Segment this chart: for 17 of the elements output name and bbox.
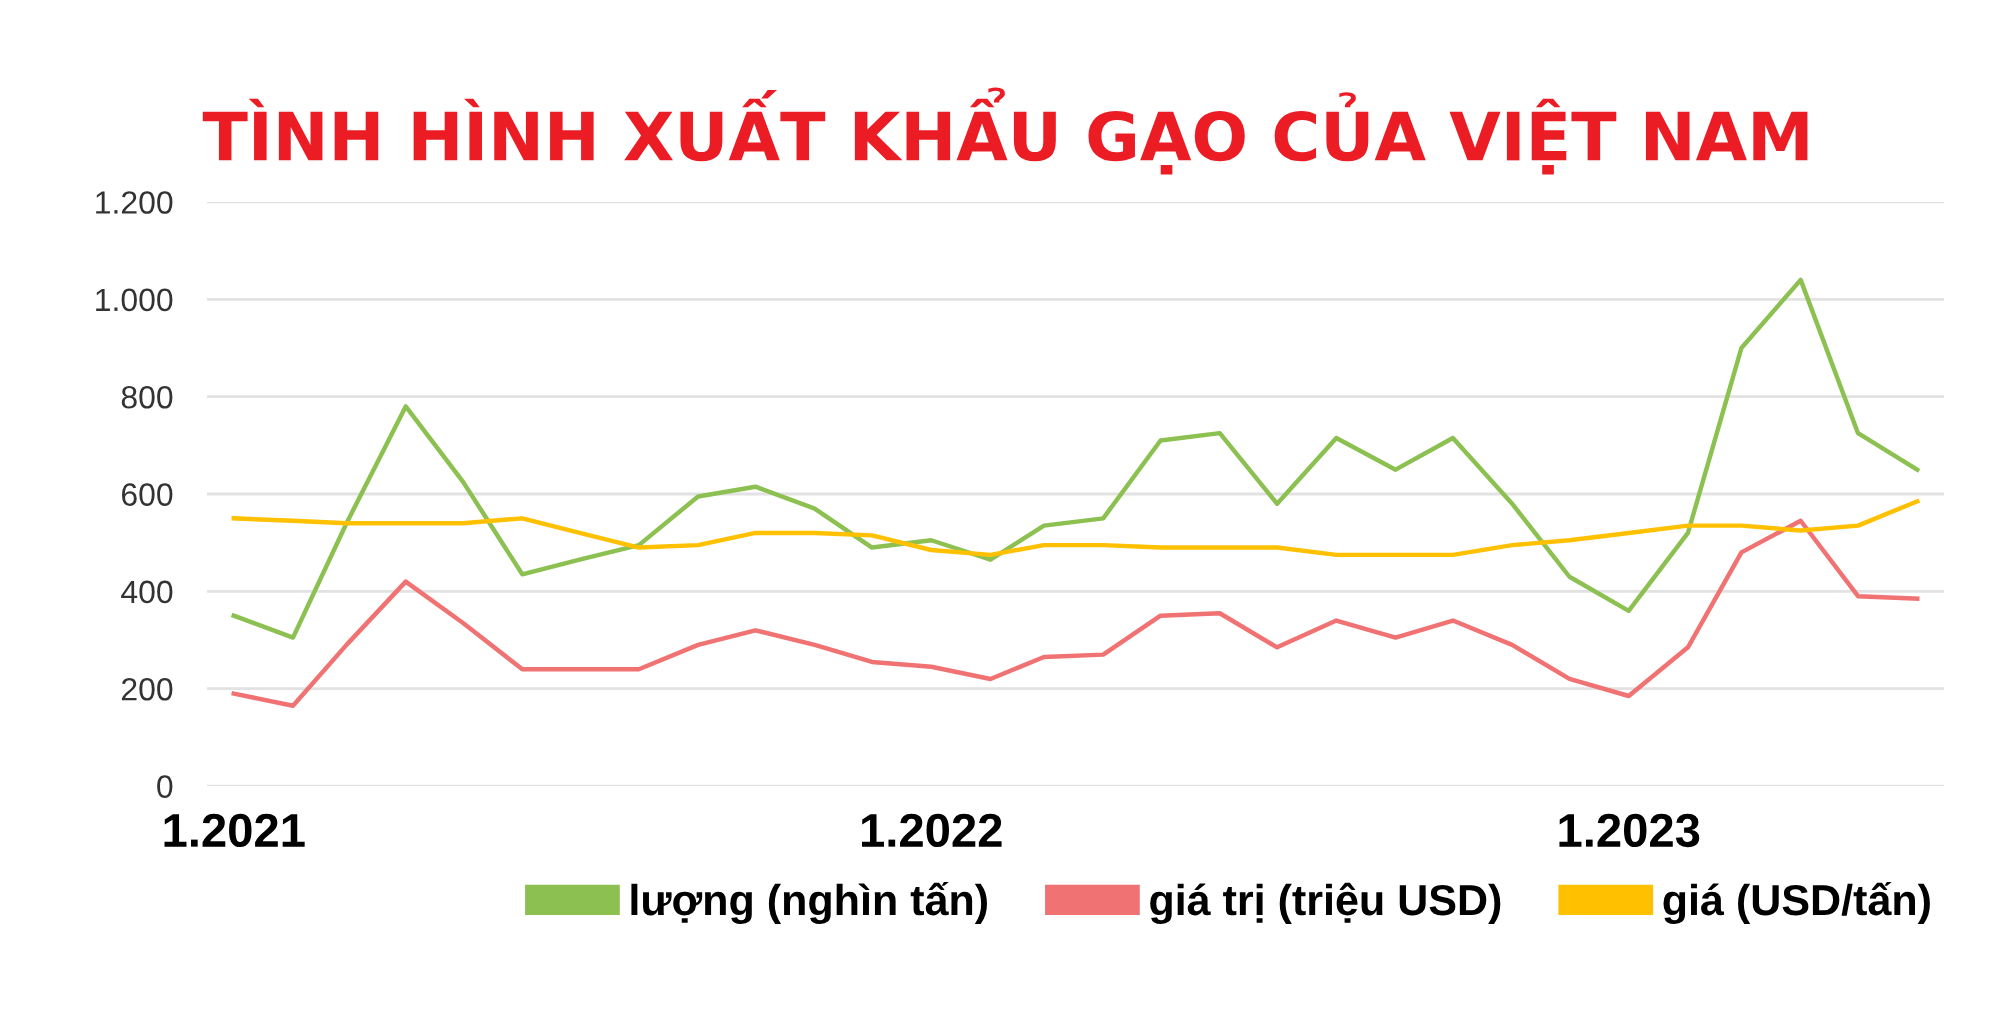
y-tick-label: 800 bbox=[121, 385, 173, 409]
y-tick-label: 0 bbox=[157, 775, 173, 798]
y-tick-label: 200 bbox=[121, 677, 173, 701]
y-tick-label: 400 bbox=[121, 580, 173, 604]
line-series bbox=[231, 499, 1920, 558]
line-series bbox=[231, 518, 1920, 708]
legend-label: lượng (nghìn tấn) bbox=[631, 881, 987, 925]
x-tick-label: 1.2021 bbox=[164, 813, 305, 848]
chart-title: TÌNH HÌNH XUẤT KHẨU GẠO CỦA VIỆT NAM bbox=[202, 87, 1808, 175]
y-tick-label: 1.200 bbox=[96, 191, 173, 214]
legend-label: giá trị (triệu USD) bbox=[1150, 882, 1501, 925]
y-tick-label: 1.000 bbox=[96, 288, 173, 312]
legend-label: giá (USD/tấn) bbox=[1663, 881, 1930, 925]
x-tick-label: 1.2023 bbox=[1559, 813, 1700, 848]
y-tick-label: 600 bbox=[122, 483, 173, 506]
x-tick-label: 1.2022 bbox=[861, 813, 1002, 848]
line-series bbox=[231, 277, 1920, 640]
